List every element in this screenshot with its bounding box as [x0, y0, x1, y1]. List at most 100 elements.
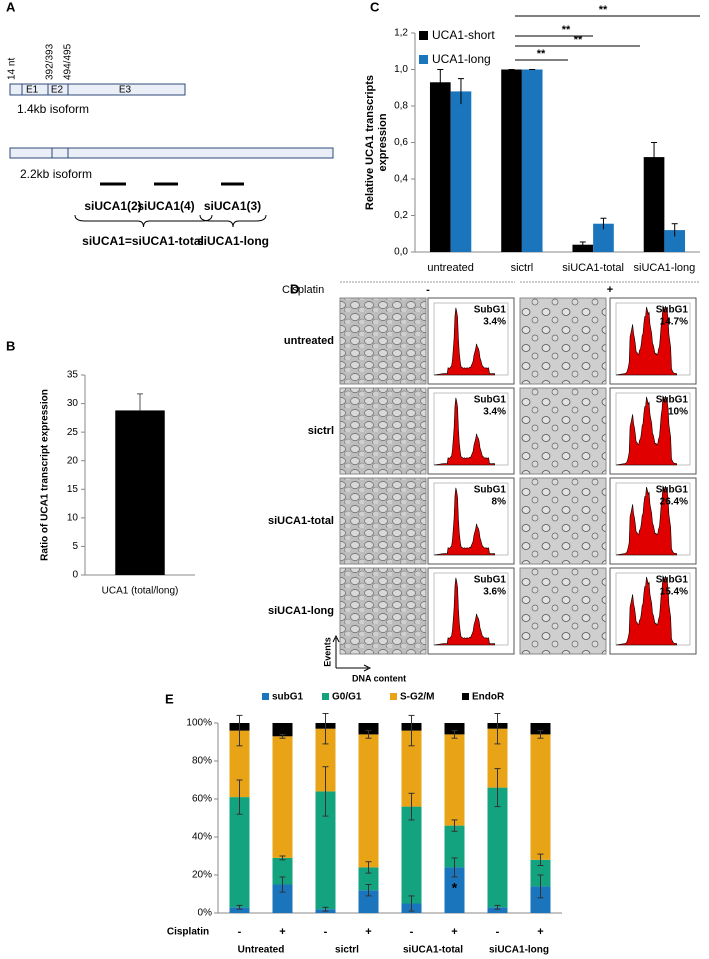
bar-segment	[229, 730, 250, 798]
panel-label: D	[290, 281, 299, 296]
bar-segment	[487, 728, 508, 788]
y-tick-label: 0,6	[394, 137, 408, 148]
significance-label: **	[574, 34, 583, 46]
position-label: 494/495	[63, 43, 74, 80]
micrograph	[519, 387, 607, 475]
x-tick-label: siUCA1-total	[562, 262, 624, 274]
y-tick-label: 0,2	[394, 210, 408, 221]
bar-segment	[272, 884, 293, 913]
y-tick-label: 10	[67, 512, 79, 523]
y-tick-label: 0,8	[394, 101, 408, 112]
brace	[74, 214, 213, 228]
legend-label: UCA1-short	[432, 28, 495, 42]
x-tick-label: siUCA1-long	[634, 262, 696, 274]
bar-segment	[401, 806, 422, 904]
x-tick-label: +	[365, 926, 371, 938]
bar-segment	[444, 867, 465, 913]
subg1-value: 3.4%	[483, 407, 506, 418]
y-tick-label: 80%	[192, 756, 212, 767]
y-axis-label: Relative UCA1 transcripts	[364, 75, 376, 210]
x-axis-label: Cisplatin	[167, 927, 209, 938]
x-tick-label: +	[537, 926, 543, 938]
x-tick-label: -	[238, 926, 242, 938]
isoform-label: 2.2kb isoform	[20, 167, 92, 181]
bar-segment	[358, 867, 379, 891]
subg1-value: 8%	[492, 497, 507, 508]
legend-swatch	[322, 693, 329, 700]
y-tick-label: 15	[67, 484, 79, 495]
isoform-label: 1.4kb isoform	[17, 102, 89, 116]
bar	[521, 69, 543, 252]
bar	[115, 410, 165, 575]
bar-segment	[530, 734, 551, 860]
legend-swatch	[262, 693, 269, 700]
bar-segment	[444, 825, 465, 868]
y-tick-label: 40%	[192, 832, 212, 843]
bar	[429, 82, 451, 253]
micrograph	[519, 567, 607, 655]
subg1-value: 3.4%	[483, 317, 506, 328]
y-tick-label: 1,0	[394, 64, 408, 75]
bar-segment	[272, 723, 293, 737]
panel-label: B	[6, 338, 15, 353]
bar-segment	[487, 787, 508, 908]
micrograph	[339, 297, 427, 385]
legend-swatch	[419, 55, 428, 64]
dna-histogram	[433, 487, 495, 556]
y-tick-label: 100%	[186, 718, 212, 729]
y-tick-label: 0%	[198, 908, 213, 919]
bar	[593, 223, 614, 252]
annotation: *	[452, 880, 458, 896]
subg1-value: 26.4%	[660, 497, 688, 508]
dna-histogram	[615, 305, 677, 376]
legend-swatch	[419, 31, 428, 40]
position-label: 392/393	[45, 43, 56, 80]
legend-swatch	[462, 693, 469, 700]
condition-label: +	[607, 284, 613, 296]
row-label: sictrl	[308, 425, 334, 437]
bar-segment	[272, 857, 293, 885]
group-label: siUCA1-long	[489, 945, 549, 956]
bar-segment	[530, 859, 551, 887]
significance-label: **	[599, 4, 608, 16]
panel-label: E	[165, 691, 174, 706]
group-label: siUCA1-total	[403, 945, 463, 956]
panel-label: A	[6, 0, 16, 14]
y-tick-label: 30	[67, 398, 79, 409]
exon-label: E1	[26, 85, 39, 96]
micrograph	[519, 297, 607, 385]
bar-segment	[229, 797, 250, 908]
position-label: 14 nt	[7, 58, 18, 80]
y-tick-label: 0	[72, 570, 78, 581]
dna-histogram	[615, 485, 677, 556]
y-axis-label: Ratio of UCA1 transcript expression	[40, 389, 51, 561]
bar	[572, 244, 594, 252]
exon-label: E2	[51, 85, 64, 96]
group-label: Untreated	[238, 945, 285, 956]
y-tick-label: 35	[67, 370, 79, 381]
bar-segment	[530, 723, 551, 735]
subg1-value: 15.4%	[660, 587, 688, 598]
micrograph	[339, 567, 427, 655]
subg1-label: SubG1	[656, 395, 689, 406]
subg1-value: 14.7%	[660, 317, 688, 328]
brace	[199, 214, 267, 228]
bar-segment	[401, 730, 422, 807]
x-axis-label: DNA content	[352, 673, 406, 683]
x-tick-label: sictrl	[511, 262, 534, 274]
axis-arrows	[332, 634, 372, 672]
bar-segment	[315, 791, 336, 910]
sirna-label: siUCA1(4)	[137, 199, 194, 213]
subg1-value: 10%	[668, 407, 688, 418]
subg1-label: SubG1	[474, 485, 507, 496]
group-label: siUCA1-long	[197, 234, 269, 248]
y-tick-label: 1,2	[394, 28, 408, 39]
group-label: sictrl	[335, 945, 359, 956]
legend-label: UCA1-long	[432, 52, 491, 66]
isoform-box	[9, 83, 186, 96]
bar	[664, 230, 686, 252]
legend-label: subG1	[272, 692, 304, 703]
legend-label: G0/G1	[332, 692, 362, 703]
